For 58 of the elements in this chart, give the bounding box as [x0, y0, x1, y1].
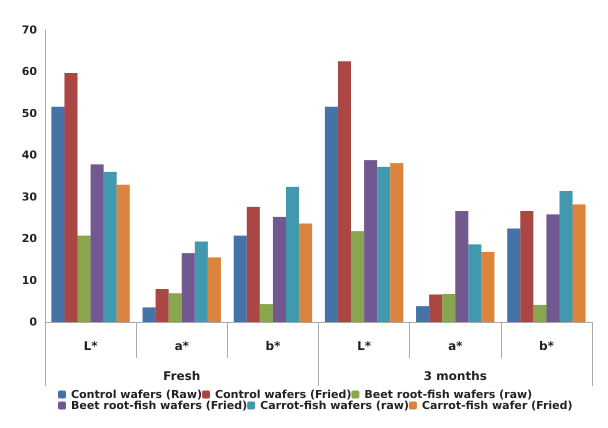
bar	[390, 163, 404, 322]
bar	[182, 253, 195, 322]
x-tick-label: L*	[357, 339, 372, 353]
bar	[104, 172, 117, 322]
legend-label: Control wafers (Fried)	[215, 388, 352, 401]
x-tick-label: a*	[448, 339, 464, 353]
bar	[324, 106, 338, 322]
bar	[299, 224, 312, 322]
y-tick-label: 70	[22, 24, 38, 36]
bar	[156, 289, 169, 322]
bar	[507, 228, 520, 322]
y-tick-label: 20	[22, 232, 38, 246]
bar	[234, 236, 247, 322]
bar	[455, 211, 468, 322]
legend-label: Control wafers (Raw)	[71, 388, 202, 401]
bar	[546, 214, 560, 322]
text: Fresh	[163, 369, 200, 383]
x-tick-label: L*	[84, 339, 98, 353]
bar	[142, 307, 156, 322]
bar	[533, 304, 546, 322]
bar	[90, 164, 104, 322]
y-tick-label: 50	[22, 106, 38, 120]
legend-label: Carrot-fish wafer (Fried)	[422, 399, 573, 412]
bar	[572, 204, 586, 322]
bar	[442, 294, 456, 322]
text: 3 months	[424, 369, 487, 383]
bar	[468, 244, 482, 322]
bar	[194, 241, 208, 322]
legend-label: Carrot-fish wafers (raw)	[260, 399, 409, 412]
bar	[377, 166, 390, 322]
x-tick-label: b*	[538, 339, 555, 353]
bar	[51, 106, 64, 322]
y-tick-label: 10	[22, 274, 38, 287]
x-tick-label: b*	[265, 339, 282, 353]
bar	[338, 61, 352, 322]
bar	[429, 294, 442, 322]
legend-label: Beet root-fish wafers (raw)	[364, 388, 532, 401]
bar	[246, 206, 260, 322]
bar	[364, 160, 378, 322]
bar	[168, 293, 182, 322]
x-tick-label: a*	[174, 339, 190, 353]
bar	[78, 236, 91, 322]
bar	[559, 191, 573, 322]
bar	[416, 306, 430, 322]
bar	[208, 257, 221, 322]
y-tick-label: 30	[22, 190, 38, 204]
bar	[116, 184, 130, 322]
legend-label: Beet root-fish wafers (Fried)	[71, 399, 248, 412]
bar	[286, 186, 300, 322]
y-tick-label: 60	[22, 65, 38, 78]
y-tick-label: 40	[22, 148, 38, 162]
bar	[481, 252, 494, 322]
y-tick-label: 0	[29, 316, 38, 328]
bar	[272, 216, 286, 322]
bar	[351, 231, 364, 322]
bar	[260, 304, 273, 322]
bar	[64, 72, 78, 322]
bar	[520, 211, 534, 322]
